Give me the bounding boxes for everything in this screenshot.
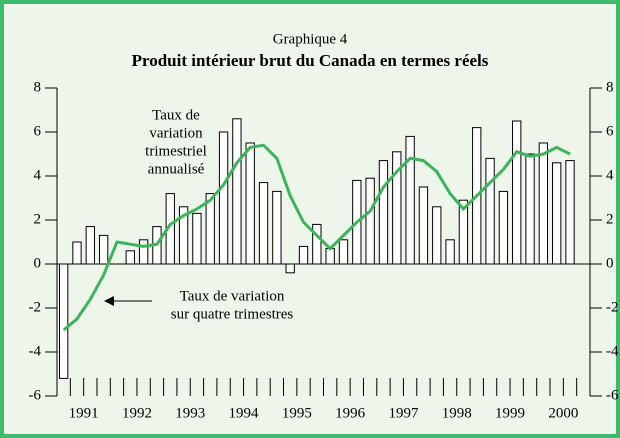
bar (258, 182, 269, 265)
x-tick-label: 1996 (335, 405, 366, 421)
bar (218, 131, 229, 265)
y2-tick-label: 4 (606, 167, 614, 183)
bar (512, 120, 522, 265)
annotation: Taux de variation (180, 288, 285, 304)
y2-tick-label: 2 (606, 211, 614, 227)
bar (418, 186, 429, 265)
bar (432, 206, 442, 265)
x-tick-label: 1992 (122, 405, 152, 421)
x-tick-label: 1997 (388, 405, 419, 421)
line (62, 143, 571, 332)
annotation: Taux de (152, 107, 200, 123)
y-tick-label: 4 (34, 167, 42, 183)
bar (498, 190, 509, 265)
bar (232, 118, 242, 265)
annotation: trimestriel (145, 143, 207, 159)
y2-tick-label: 6 (606, 123, 614, 139)
x-tick-label: 1994 (229, 405, 260, 421)
bar (59, 263, 69, 379)
bar (338, 239, 349, 265)
bar (85, 226, 95, 265)
bar (245, 142, 255, 265)
bar (72, 241, 82, 265)
bar (485, 157, 495, 265)
bar (298, 245, 309, 265)
bar (98, 234, 109, 265)
x-tick-label: 1993 (175, 405, 205, 421)
bar (272, 190, 282, 265)
y-tick-label: -6 (29, 387, 42, 403)
y-tick-label: 6 (34, 123, 42, 139)
x-tick-label: 1991 (69, 405, 99, 421)
x-tick-label: 2000 (548, 405, 578, 421)
bar (205, 193, 215, 265)
bar (565, 160, 575, 265)
bar (285, 263, 295, 274)
bar (525, 153, 535, 265)
x-tick-label: 1999 (495, 405, 525, 421)
annotation: variation (149, 125, 203, 141)
y2-tick-label: -6 (606, 387, 619, 403)
bar (365, 177, 375, 265)
y-tick-label: -4 (29, 343, 42, 359)
chart-subtitle: Graphique 4 (273, 31, 348, 47)
y-tick-label: -2 (29, 299, 42, 315)
x-tick-label: 1995 (282, 405, 312, 421)
x-tick-label: 1998 (442, 405, 472, 421)
annotation: sur quatre trimestres (171, 306, 294, 322)
y2-tick-label: -2 (606, 299, 619, 315)
y2-tick-label: 0 (606, 255, 614, 271)
bar (325, 248, 335, 265)
bar (552, 162, 562, 265)
bar (445, 239, 455, 265)
annotation: annualisé (148, 161, 205, 177)
arrow-head (104, 296, 114, 306)
y2-tick-label: 8 (606, 79, 614, 95)
bar (125, 250, 135, 265)
bar (378, 160, 389, 265)
bar (538, 142, 549, 265)
bar (138, 239, 149, 265)
y-tick-label: 8 (34, 79, 42, 95)
bar (312, 223, 322, 265)
bar (405, 135, 415, 265)
y-tick-label: 0 (34, 255, 42, 271)
bar (192, 212, 202, 265)
chart-title: Produit intérieur brut du Canada en term… (132, 51, 489, 70)
y-tick-label: 2 (34, 211, 42, 227)
y2-tick-label: -4 (606, 343, 619, 359)
